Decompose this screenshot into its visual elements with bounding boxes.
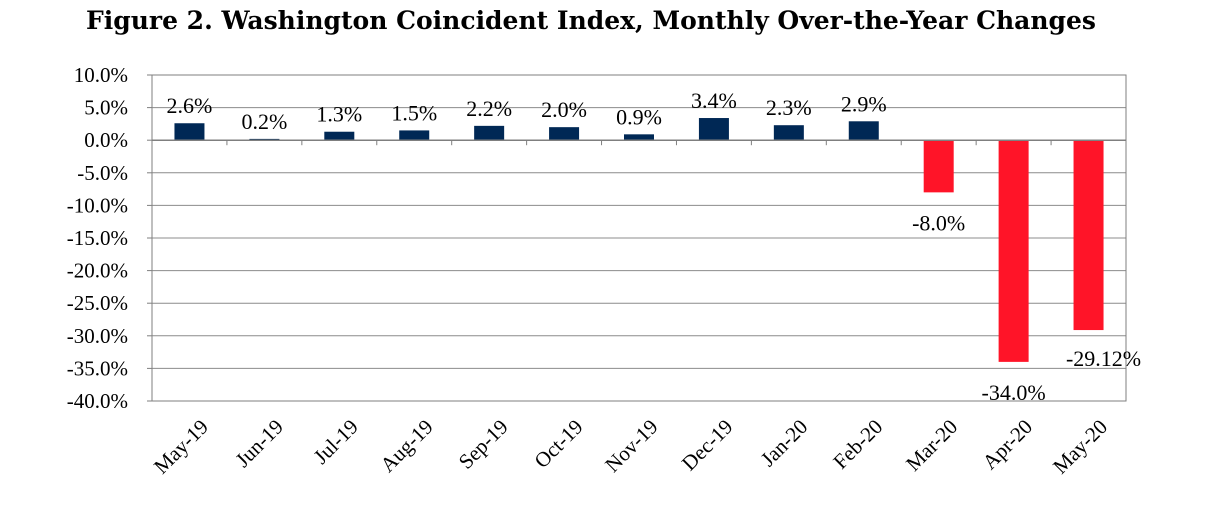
bar: [923, 140, 954, 193]
x-tick-label: Jul-19: [309, 415, 363, 469]
bar: [324, 131, 355, 141]
bar: [1073, 140, 1104, 331]
x-tick-label: Nov-19: [600, 415, 662, 477]
data-label: -29.12%: [1066, 346, 1141, 371]
data-label: 2.0%: [541, 97, 587, 122]
y-tick-label: -5.0%: [77, 161, 128, 185]
data-label: 3.4%: [691, 88, 737, 113]
data-labels: 2.6% 0.2% 1.3% 1.5% 2.2% 2.0% 0.9% 3.4% 2.3% 2.9%…: [167, 88, 1142, 405]
bars: [174, 118, 1104, 362]
y-tick-label: 5.0%: [84, 96, 128, 120]
y-tick-label: -25.0%: [67, 291, 128, 315]
x-tick-label: Feb-20: [828, 415, 887, 474]
data-label: 0.2%: [241, 109, 287, 134]
x-tick-label: Apr-20: [978, 415, 1038, 475]
bar: [399, 130, 430, 141]
y-tick-label: -10.0%: [67, 193, 128, 217]
y-tick-label: -15.0%: [67, 226, 128, 250]
x-tick-label: Jun-19: [231, 415, 288, 472]
data-label: -34.0%: [982, 380, 1046, 405]
x-tick-label: Mar-20: [901, 415, 962, 476]
x-tick-label: Dec-19: [677, 415, 738, 476]
x-tick-label: May-19: [149, 415, 213, 479]
data-label: 1.5%: [391, 100, 437, 125]
x-tick-label: Aug-19: [375, 415, 437, 477]
x-tick-label: May-20: [1048, 415, 1112, 479]
bar: [174, 123, 205, 141]
bar: [549, 127, 580, 141]
y-tick-label: -35.0%: [67, 356, 128, 380]
y-tick-label: 10.0%: [74, 63, 128, 87]
bar: [998, 140, 1029, 362]
data-label: 2.3%: [766, 95, 812, 120]
y-tick-label: 0.0%: [84, 128, 128, 152]
data-label: 2.6%: [167, 93, 213, 118]
data-label: 0.9%: [616, 104, 662, 129]
bar: [773, 125, 804, 141]
y-tick-label: -30.0%: [67, 324, 128, 348]
x-tick-label: Oct-19: [529, 415, 587, 473]
bar: [848, 121, 879, 141]
y-axis-tick-labels: 10.0% 5.0% 0.0% -5.0% -10.0% -15.0% -20.0% -25.…: [67, 63, 128, 413]
data-label: 2.2%: [466, 96, 512, 121]
x-tick-label: Sep-19: [454, 415, 513, 474]
bar: [474, 125, 505, 141]
plot-area-border: [151, 74, 1127, 402]
axes: [147, 74, 1127, 402]
y-tick-label: -20.0%: [67, 259, 128, 283]
chart-title: Figure 2. Washington Coincident Index, M…: [86, 6, 1096, 35]
y-tick-label: -40.0%: [67, 389, 128, 413]
bar: [698, 118, 729, 141]
x-axis-tick-labels: May-19 Jun-19 Jul-19 Aug-19 Sep-19 Oct-19 Nov-…: [149, 415, 1112, 479]
x-tick-label: Jan-20: [756, 415, 813, 472]
bar: [624, 134, 654, 141]
data-label: -8.0%: [912, 210, 965, 235]
data-label: 1.3%: [316, 102, 362, 127]
data-label: 2.9%: [841, 91, 887, 116]
